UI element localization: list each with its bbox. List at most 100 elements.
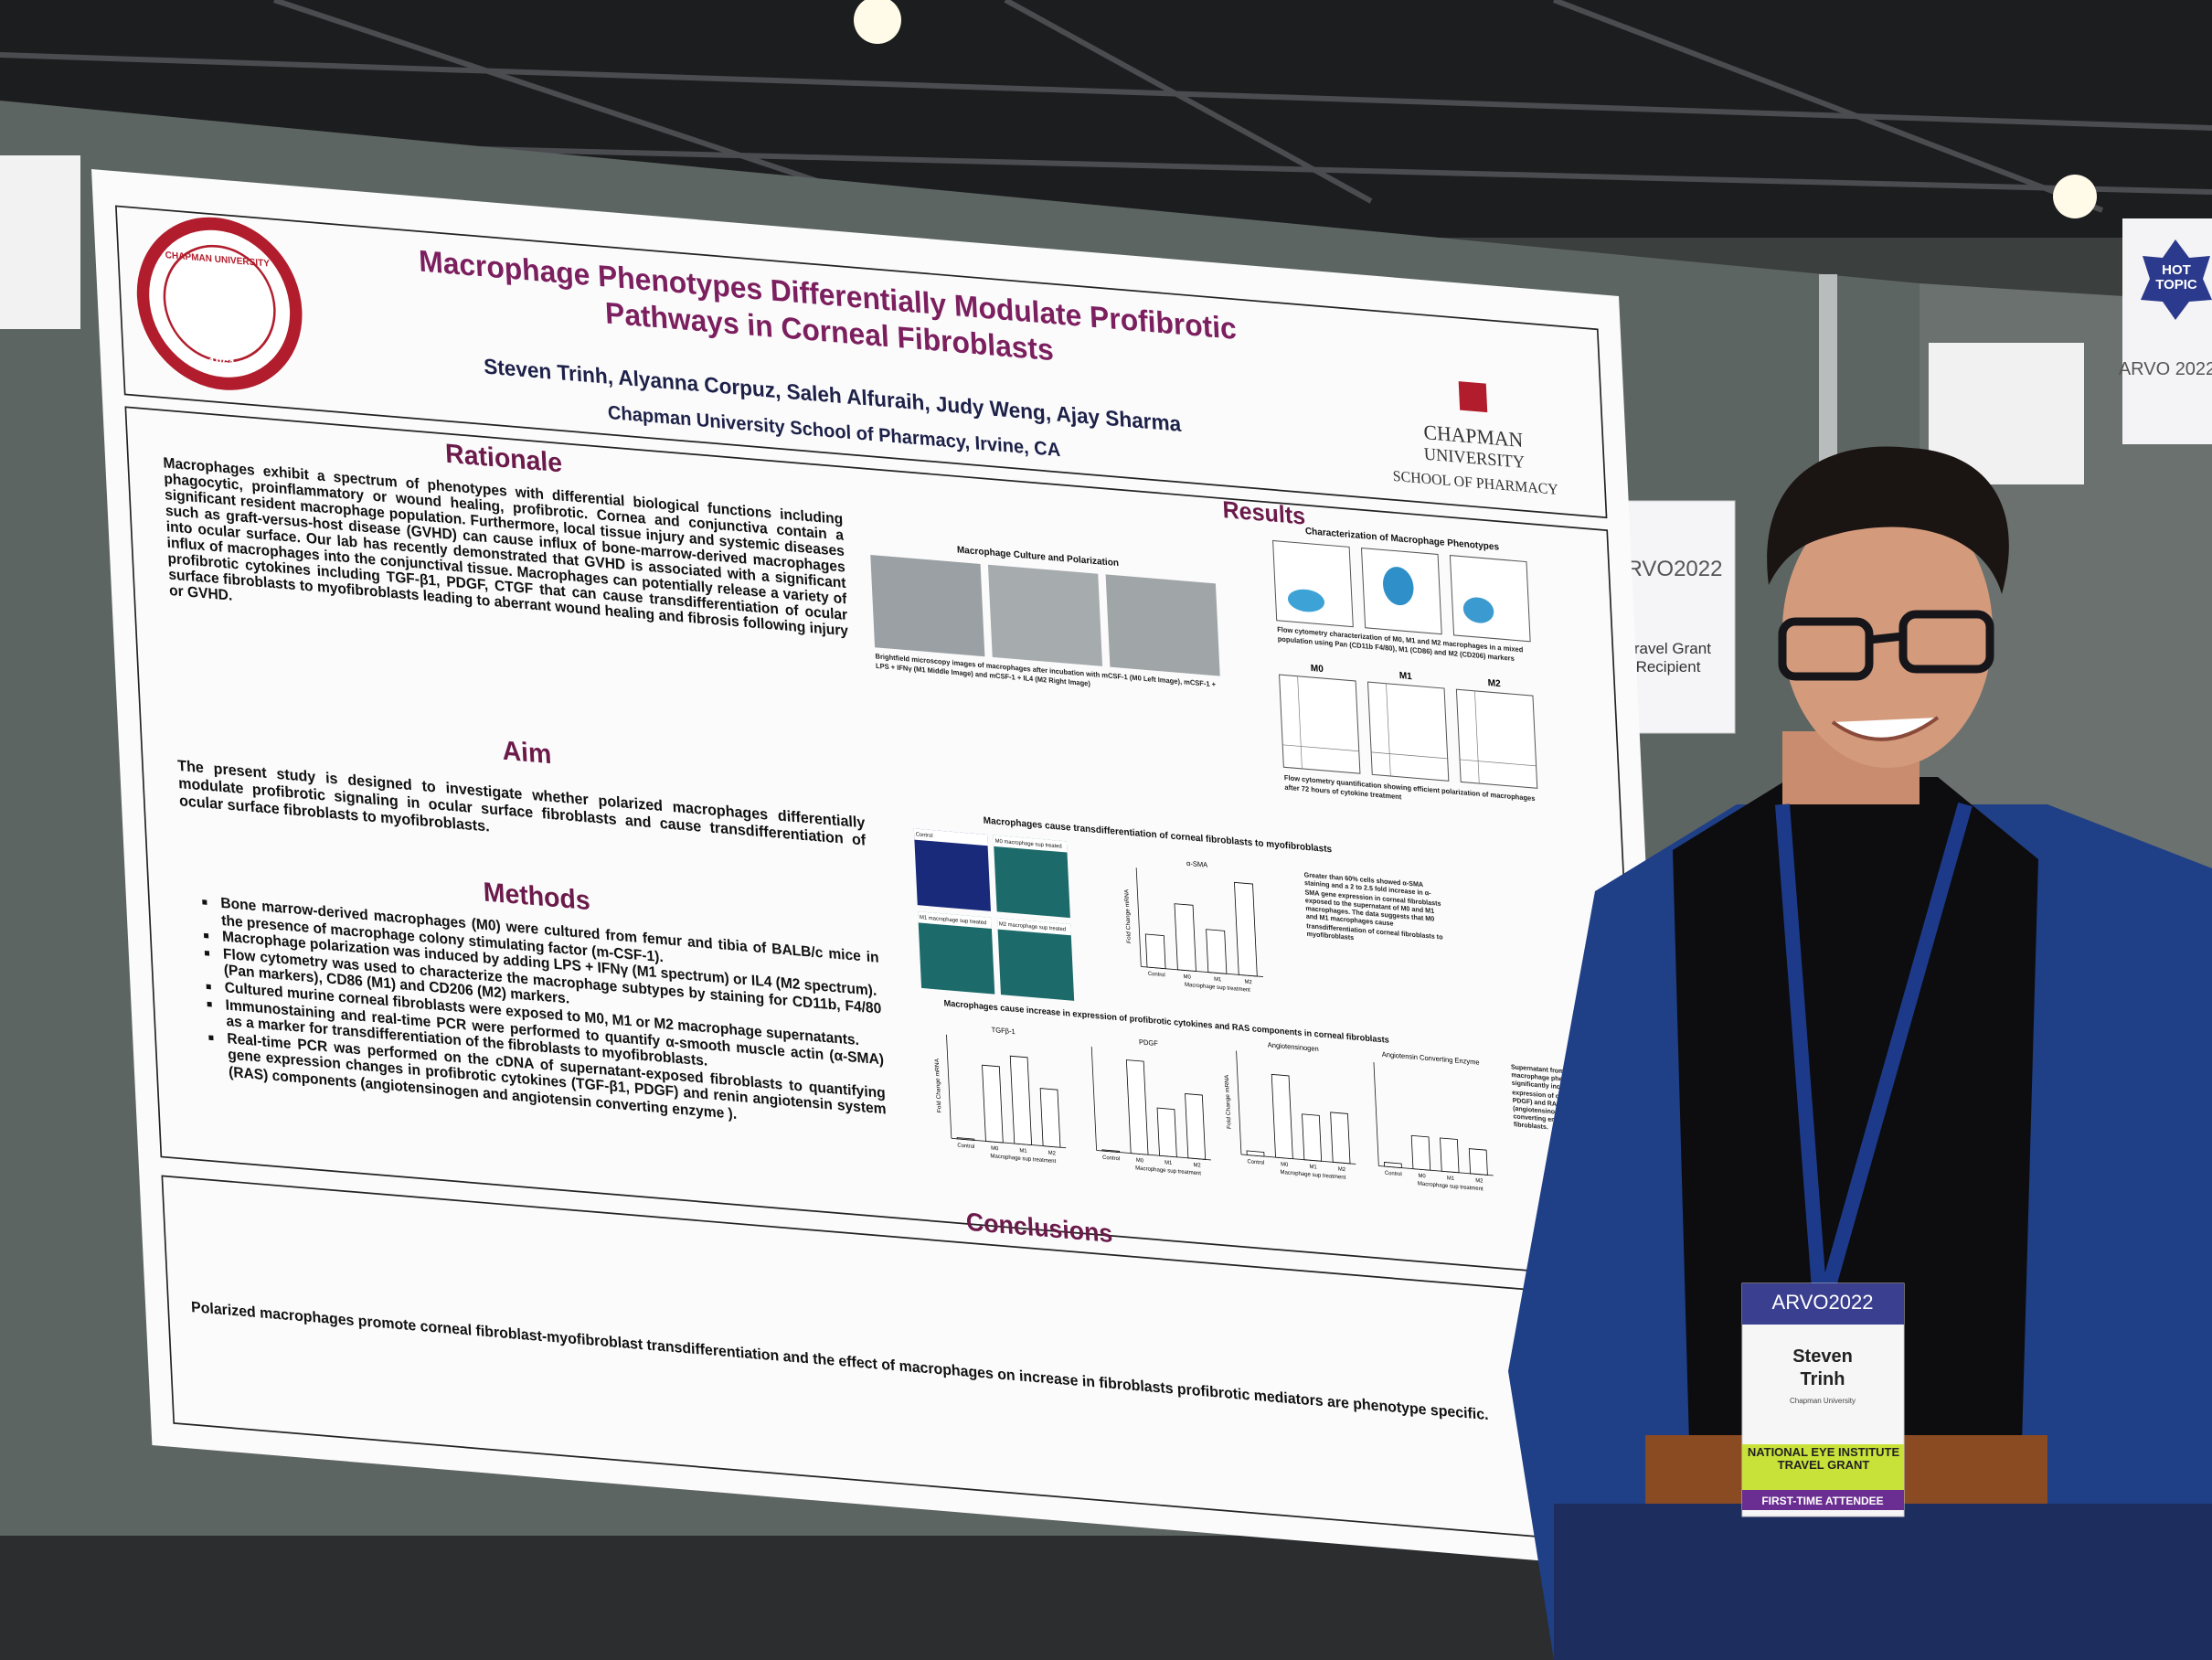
poster: CHAPMAN UNIVERSITY 1861 Macrophage Pheno… [91, 169, 1679, 1572]
flow-plot [1449, 555, 1531, 643]
trousers [1554, 1504, 2212, 1660]
badge-ribbon2: FIRST-TIME ATTENDEE [1761, 1495, 1883, 1507]
logo-mark [1458, 381, 1488, 413]
panel-label: M0 [1311, 664, 1324, 675]
bar [1246, 1150, 1265, 1157]
axis [1135, 867, 1142, 967]
quadrant [1371, 751, 1448, 760]
axis [1090, 1047, 1098, 1151]
bar [1271, 1073, 1293, 1160]
micrograph [987, 564, 1103, 666]
bar [1468, 1148, 1488, 1176]
x-tick-label: M2 [1048, 1151, 1057, 1157]
x-tick-label: M0 [991, 1146, 999, 1153]
x-tick-label: M2 [1193, 1163, 1201, 1169]
x-tick-label: Control [1247, 1159, 1264, 1166]
bar [1206, 929, 1228, 974]
micrograph-label-bg [918, 911, 992, 930]
chart-title: PDGF [1139, 1038, 1159, 1048]
panel-label: M1 [1399, 671, 1413, 682]
section-heading: Aim [502, 736, 552, 770]
micrograph [997, 918, 1075, 1001]
panel-label: M2 [1487, 678, 1501, 689]
ceiling-light [2053, 175, 2097, 218]
flow-cluster [1287, 589, 1325, 612]
x-tick-label: M0 [1136, 1158, 1144, 1165]
flow-plot [1279, 674, 1361, 774]
badge-logo: ARVO2022 [1772, 1291, 1874, 1314]
axis [1373, 1062, 1379, 1166]
flow-plot [1455, 688, 1538, 789]
smile [1831, 716, 1940, 741]
bar [1185, 1093, 1207, 1160]
x-tick-label: M2 [1338, 1166, 1346, 1173]
x-tick-label: M1 [1019, 1148, 1027, 1155]
x-tick-label: M2 [1244, 979, 1252, 985]
micrograph [913, 828, 991, 911]
bar [1410, 1134, 1431, 1171]
bar [1330, 1112, 1351, 1165]
bar [1009, 1055, 1033, 1146]
seal-year: 1861 [208, 356, 237, 372]
bar [1174, 903, 1196, 972]
face [1782, 494, 1993, 768]
x-tick-label: Control [1148, 972, 1165, 979]
badge-last-name: Trinh [1801, 1369, 1845, 1389]
x-tick-label: M1 [1309, 1165, 1317, 1171]
x-tick-label: M1 [1447, 1176, 1455, 1182]
y-axis-label: Fold Change mRNA [934, 1058, 943, 1113]
quadrant [1460, 759, 1537, 767]
bar [1234, 881, 1258, 977]
bar [1039, 1088, 1061, 1148]
quadrant [1297, 676, 1303, 769]
x-tick-label: M0 [1281, 1162, 1289, 1168]
x-tick-label: M1 [1164, 1160, 1173, 1166]
badge-ribbon: NATIONAL EYE INSTITUTE TRAVEL GRANT [1747, 1446, 1900, 1472]
quadrant [1282, 744, 1359, 752]
sign-text: Travel Grant Recipient [1625, 640, 1711, 676]
axis [946, 1034, 952, 1139]
micrograph [870, 554, 985, 657]
quadrant [1474, 690, 1480, 784]
glasses [1778, 610, 1994, 681]
axis [1236, 1050, 1242, 1155]
quadrant [1386, 683, 1391, 777]
bar [982, 1064, 1004, 1144]
seal-inner [163, 244, 276, 363]
flow-plot [1367, 681, 1450, 782]
bar [1144, 933, 1166, 970]
chart-title: TGFβ-1 [991, 1026, 1015, 1036]
flow-cluster [1462, 597, 1494, 623]
hot-topic-sign: HOT TOPIC ARVO 2022 [2119, 218, 2212, 444]
y-axis-label: Fold Change mRNA [1224, 1074, 1233, 1130]
micrograph [1105, 574, 1220, 676]
x-tick-label: Control [957, 1143, 974, 1150]
ceiling-light [854, 0, 901, 44]
micrograph-label-bg [997, 918, 1071, 936]
x-tick-label: Control [1385, 1171, 1402, 1178]
bar [1101, 1149, 1121, 1154]
bar [1302, 1113, 1323, 1162]
badge-org: Chapman University [1790, 1397, 1856, 1405]
person: ARVO2022 Steven Trinh Chapman University… [1508, 446, 2212, 1660]
micrograph-label-bg [913, 828, 988, 846]
y-axis-label: Fold Change mRNA [1123, 889, 1133, 944]
x-tick-label: M0 [1184, 974, 1192, 981]
badge: ARVO2022 Steven Trinh Chapman University… [1741, 1282, 1905, 1517]
hot-topic-label: HOT TOPIC [2155, 263, 2197, 293]
figure-note: Greater than 60% cells showed α-SMA stai… [1303, 870, 1443, 942]
chart-title: Angiotensinogen [1268, 1040, 1319, 1053]
lanyard [1775, 802, 1973, 1292]
micrograph-label-bg [993, 835, 1068, 853]
hair [1767, 446, 2009, 594]
flow-cluster [1383, 567, 1414, 606]
ceiling-trusses [0, 0, 2212, 213]
x-tick-label: M2 [1475, 1178, 1484, 1185]
badge-first-name: Steven [1792, 1346, 1853, 1367]
bar [1383, 1161, 1402, 1169]
micrograph [993, 835, 1070, 919]
hot-topic-logo: ARVO 2022 [2119, 359, 2212, 379]
bar [1440, 1137, 1460, 1174]
chart-title: α-SMA [1186, 859, 1208, 869]
